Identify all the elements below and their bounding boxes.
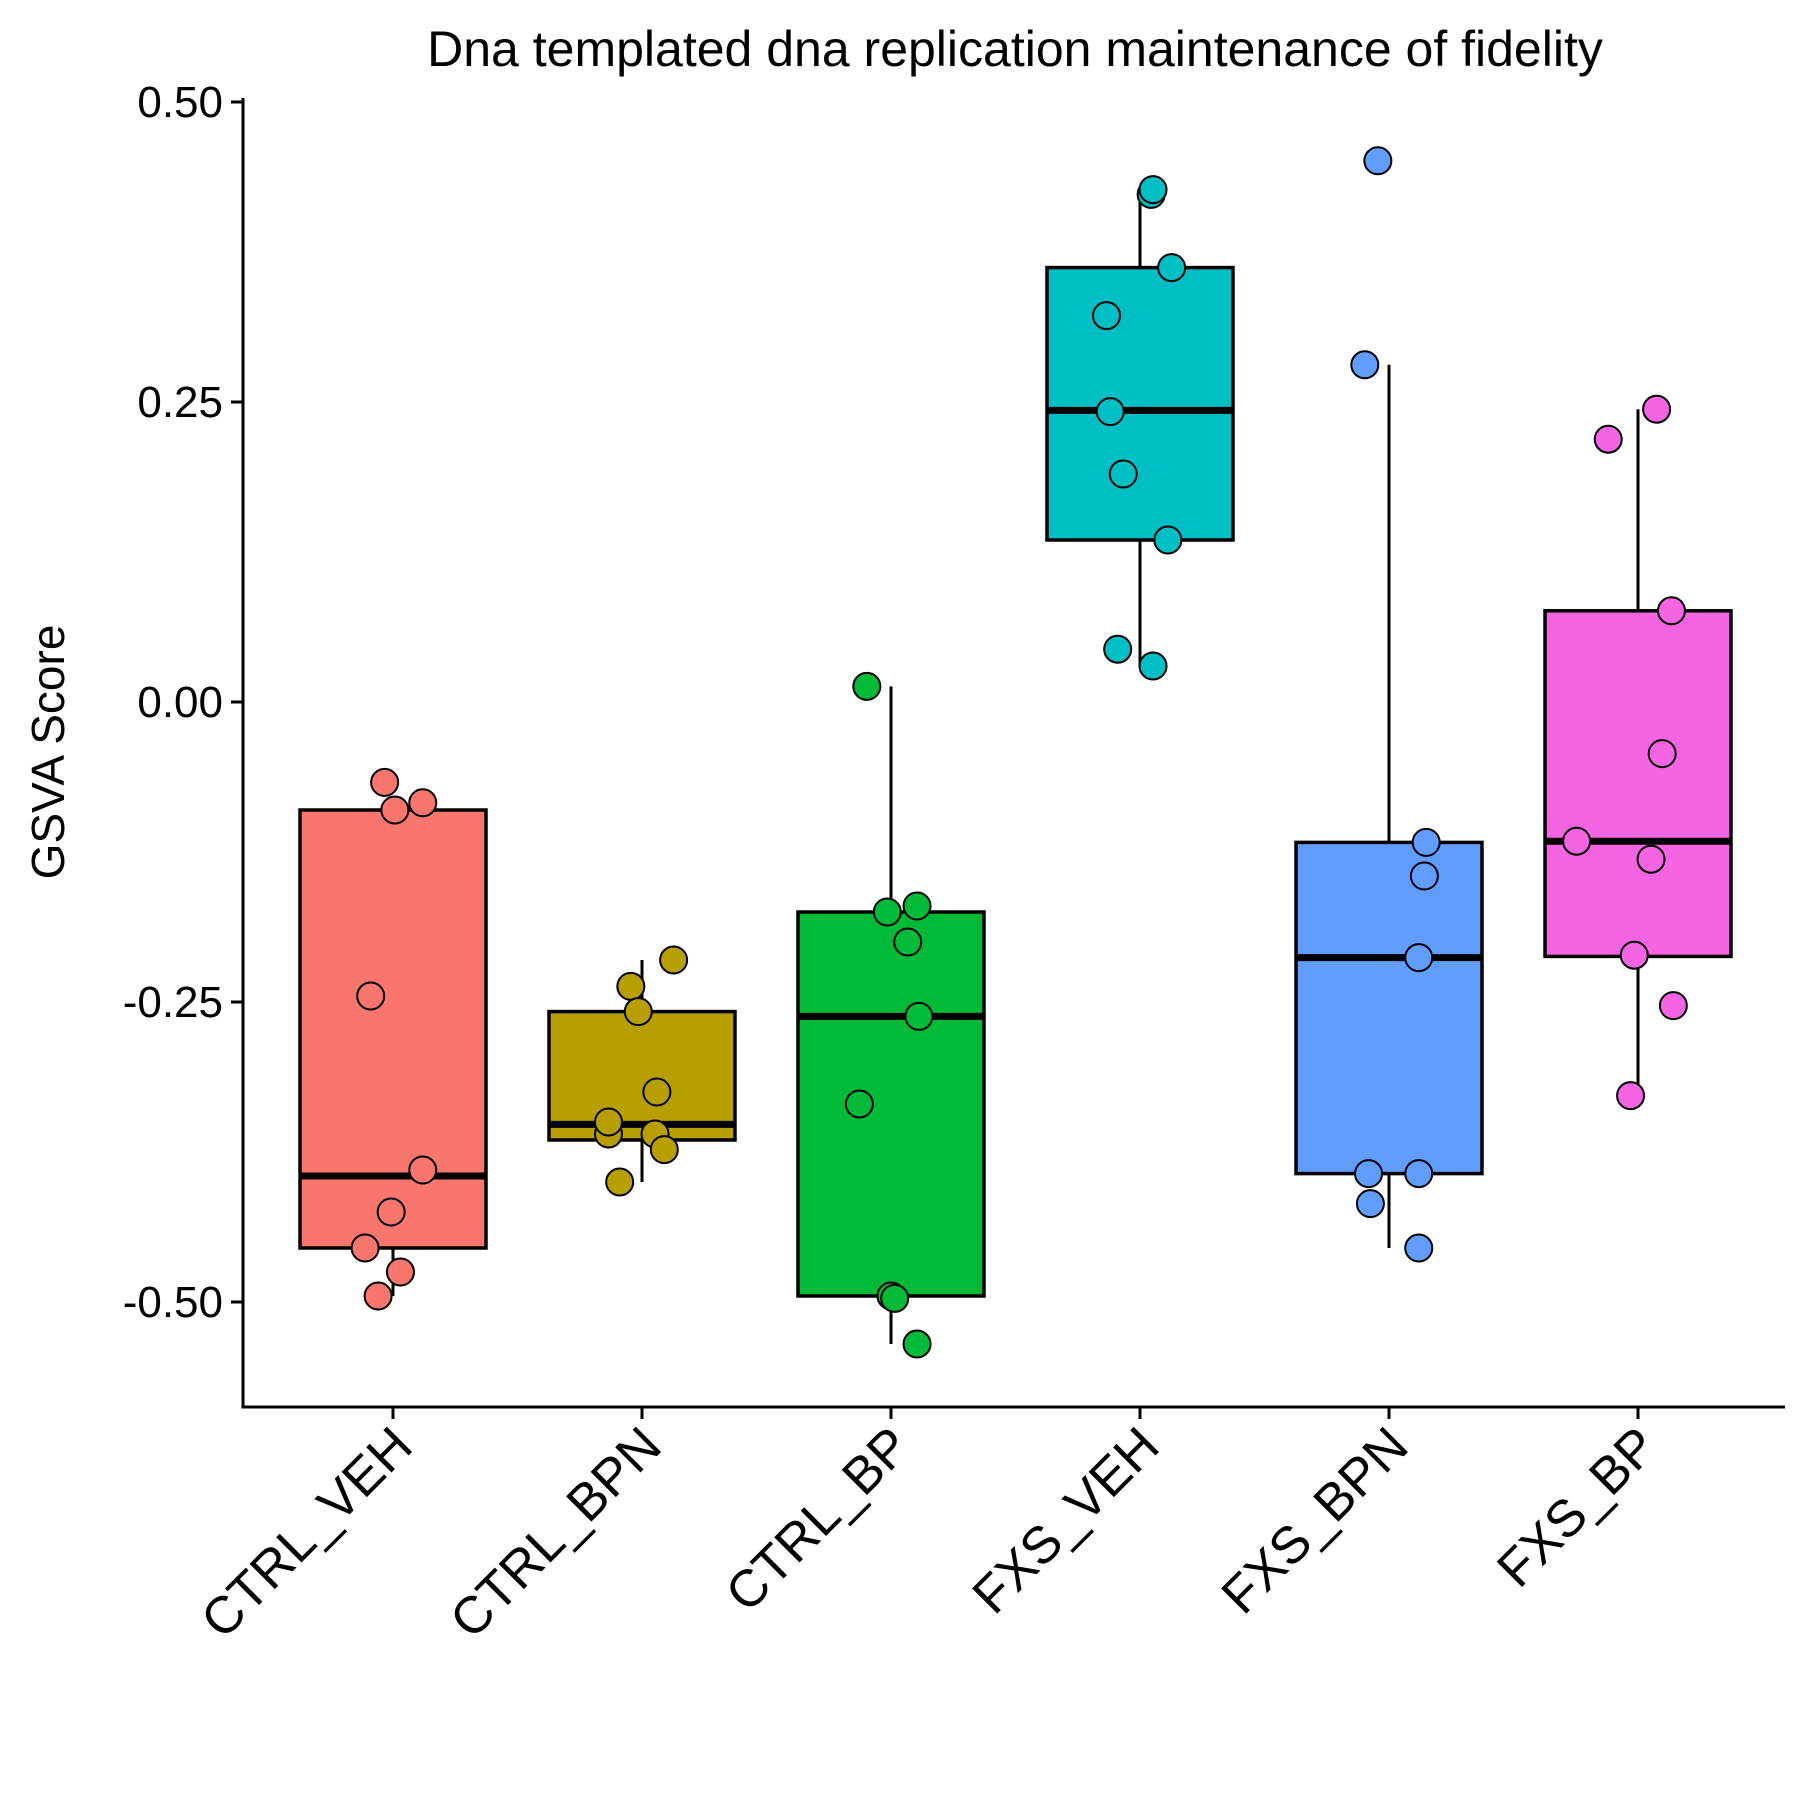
x-tick-label: CTRL_BP <box>715 1416 922 1623</box>
data-point <box>872 897 902 927</box>
x-tick-label: CTRL_VEH <box>190 1416 423 1649</box>
x-tick-label: FXS_VEH <box>962 1416 1171 1625</box>
data-point <box>356 981 386 1011</box>
data-point <box>844 1089 874 1119</box>
data-point <box>350 1233 380 1263</box>
data-point <box>1647 739 1677 769</box>
data-point <box>1108 459 1138 489</box>
data-point <box>902 1329 932 1359</box>
x-tick-label: FXS_BP <box>1486 1416 1668 1598</box>
box-iqr <box>1294 840 1484 1176</box>
data-point <box>1642 394 1672 424</box>
data-point <box>893 927 923 957</box>
y-tick-label: -0.25 <box>123 978 223 1027</box>
data-point <box>1153 525 1183 555</box>
data-point <box>1095 397 1125 427</box>
data-point <box>623 997 653 1027</box>
data-point <box>408 788 438 818</box>
box-group <box>547 960 737 1182</box>
box-group <box>1543 409 1733 1096</box>
data-point <box>370 767 400 797</box>
data-point <box>1619 940 1649 970</box>
data-point <box>880 1283 910 1313</box>
y-tick-label: -0.50 <box>123 1278 223 1327</box>
data-point <box>659 945 689 975</box>
data-point <box>1656 596 1686 626</box>
data-point <box>1363 146 1393 176</box>
y-tick-label: 0.25 <box>137 378 223 427</box>
data-point <box>1404 1159 1434 1189</box>
data-point <box>408 1155 438 1185</box>
data-point <box>1616 1081 1646 1111</box>
point-group <box>594 945 689 1197</box>
point-group <box>1562 394 1688 1111</box>
data-point <box>642 1077 672 1107</box>
x-tick-label: FXS_BPN <box>1211 1416 1420 1625</box>
data-point <box>1138 651 1168 681</box>
y-tick-label: 0.50 <box>137 78 223 127</box>
box-group <box>1294 364 1484 1248</box>
data-point <box>1350 350 1380 380</box>
point-group <box>1092 175 1187 681</box>
x-tick-label: CTRL_BPN <box>439 1416 672 1649</box>
data-point <box>1354 1159 1384 1189</box>
data-point <box>1562 826 1592 856</box>
data-point <box>594 1107 624 1137</box>
data-point <box>1138 175 1168 205</box>
data-point <box>605 1167 635 1197</box>
data-point <box>376 1197 406 1227</box>
box-iqr <box>1543 609 1733 959</box>
data-point <box>1355 1189 1385 1219</box>
box-iqr <box>796 910 986 1298</box>
data-point <box>1157 253 1187 283</box>
point-group <box>350 767 438 1311</box>
plot-area: 0.50 0.25 0.00 -0.25 -0.50 CTRL_VEH CTRL_BPN CT… <box>123 78 1785 1650</box>
data-point <box>1658 991 1688 1021</box>
data-point <box>904 1001 934 1031</box>
data-point <box>1593 424 1623 454</box>
data-point <box>1092 301 1122 331</box>
point-group <box>844 671 934 1359</box>
box-iqr <box>1045 265 1235 542</box>
data-point <box>1404 943 1434 973</box>
point-group <box>1350 146 1441 1263</box>
chart-title: Dna templated dna replication maintenanc… <box>427 21 1603 77</box>
data-point <box>1404 1233 1434 1263</box>
y-tick-label: 0.00 <box>137 678 223 727</box>
box-group <box>298 808 488 1296</box>
data-point <box>1636 844 1666 874</box>
data-point <box>649 1135 679 1165</box>
data-point <box>852 671 882 701</box>
data-point <box>1409 861 1439 891</box>
box-group <box>1045 193 1235 668</box>
data-point <box>1411 827 1441 857</box>
y-axis-label: GSVA Score <box>22 625 74 880</box>
data-point <box>380 795 410 825</box>
data-point <box>616 971 646 1001</box>
box-iqr <box>547 1009 737 1142</box>
box-iqr <box>298 808 488 1250</box>
data-point <box>1103 634 1133 664</box>
data-point <box>902 891 932 921</box>
data-point <box>385 1257 415 1287</box>
box-group <box>796 686 986 1344</box>
data-point <box>363 1281 393 1311</box>
